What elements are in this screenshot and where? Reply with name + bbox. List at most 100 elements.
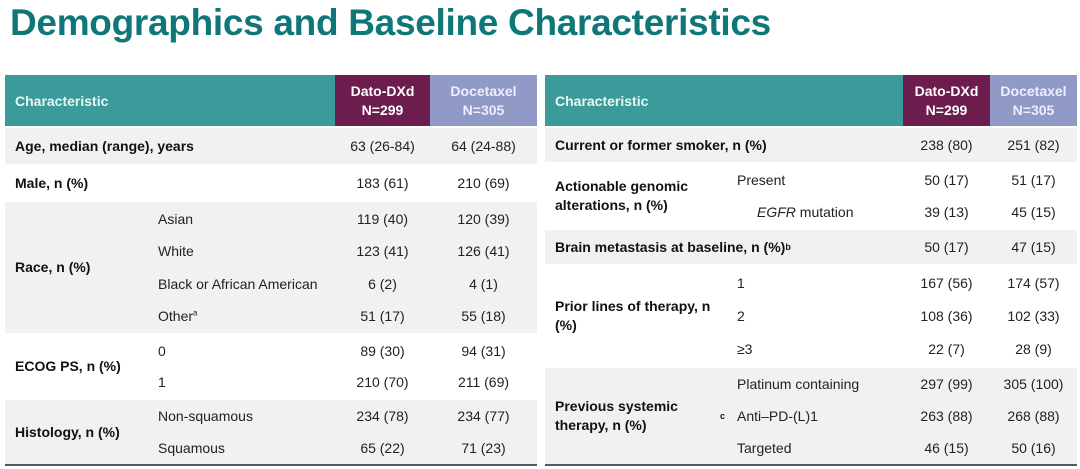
sublabel-text: Non-squamous (158, 408, 253, 424)
group-rows: 0 89 (30) 94 (31) 1 210 (70) 211 (69) (5, 335, 537, 398)
table-row: Targeted 46 (15) 50 (16) (545, 432, 1077, 464)
table-row: 238 (80) 251 (82) (545, 129, 1077, 161)
sublabel-text: Black or African American (158, 275, 318, 292)
sublabel-text: Platinum containing (737, 376, 860, 392)
row-sublabel: 1 (5, 374, 335, 390)
group-label: ECOG PS, n (%) (15, 335, 335, 398)
characteristic-group: Male, n (%) 183 (61) 210 (69) (5, 164, 537, 200)
group-label-text: Histology, n (%) (15, 423, 120, 440)
table-row: 50 (17) 47 (15) (545, 231, 1077, 263)
left-table: Characteristic Dato-DXd N=299 Docetaxel N=… (5, 75, 537, 466)
docetaxel-value: 28 (9) (1015, 341, 1052, 357)
table-header: Characteristic Dato-DXd N=299 Docetaxel N=… (5, 75, 537, 126)
table-bottom-rule (5, 464, 537, 466)
dato-dxd-value: 39 (13) (924, 204, 969, 220)
dato-dxd-value: 238 (80) (920, 137, 973, 153)
table-header: Characteristic Dato-DXd N=299 Docetaxel N=… (545, 75, 1077, 126)
group-label-text: Previous systemic therapy, n (%) (555, 398, 678, 433)
group-rows: 50 (17) 47 (15) (545, 230, 1077, 264)
row-sublabel: Squamous (5, 440, 335, 456)
characteristic-group: Previous systemic therapy, n (%) c Platinu… (545, 366, 1077, 464)
dato-dxd-value: 210 (70) (356, 374, 409, 391)
group-label: Male, n (%) (15, 166, 335, 200)
docetaxel-value: 211 (69) (457, 374, 510, 391)
sublabel-text: 2 (737, 308, 745, 324)
docetaxel-value: 51 (17) (1011, 172, 1056, 188)
group-rows: Present 50 (17) 51 (17) EGFR mutation 39 (13… (545, 164, 1077, 228)
table-row: Anti–PD-(L)1 263 (88) 268 (88) (545, 400, 1077, 432)
group-label-text: Current or former smoker, n (%) (555, 136, 767, 153)
sublabel-text: Squamous (158, 440, 225, 456)
group-label-text: Male, n (%) (15, 174, 89, 191)
dato-dxd-value: 50 (17) (924, 239, 969, 255)
row-sublabel: 1 (545, 275, 903, 291)
dato-n: N=299 (925, 101, 968, 118)
table-row: 63 (26-84) 64 (24-88) (5, 130, 537, 162)
dato-dxd-header: Dato-DXd N=299 (335, 75, 430, 126)
row-sublabel: Anti–PD-(L)1 (545, 408, 903, 424)
doce-name: Docetaxel (450, 82, 517, 99)
row-sublabel: Black or African American (5, 276, 335, 292)
docetaxel-value: 120 (39) (457, 210, 510, 227)
docetaxel-value: 174 (57) (1007, 275, 1060, 291)
dato-dxd-value: 108 (36) (920, 308, 973, 324)
docetaxel-value: 71 (23) (461, 440, 506, 456)
group-rows: Platinum containing 297 (99) 305 (100) Anti… (545, 368, 1077, 464)
characteristic-group: ECOG PS, n (%) 0 89 (30) 94 (31) 1 210 (70) 21… (5, 333, 537, 398)
group-rows: 1 167 (56) 174 (57) 2 108 (36) 102 (33) ≥3 22 (… (545, 266, 1077, 366)
table-body: Current or former smoker, n (%) 238 (80) 2… (545, 126, 1077, 464)
dato-name: Dato-DXd (914, 82, 979, 99)
dato-dxd-value: 50 (17) (924, 172, 969, 188)
group-label: Previous systemic therapy, n (%) c (555, 368, 725, 464)
dato-dxd-value: 89 (30) (360, 342, 405, 359)
table-row: 2 108 (36) 102 (33) (545, 300, 1077, 332)
table-row: Present 50 (17) 51 (17) (545, 164, 1077, 196)
group-rows: 63 (26-84) 64 (24-88) (5, 128, 537, 164)
table-body: Age, median (range), years 63 (26-84) 64 (… (5, 126, 537, 464)
table-row: Squamous 65 (22) 71 (23) (5, 432, 537, 464)
doce-n: N=305 (462, 101, 505, 118)
dato-dxd-value: 22 (7) (928, 341, 965, 357)
docetaxel-value: 305 (100) (1003, 376, 1064, 392)
right-table: Characteristic Dato-DXd N=299 Docetaxel N=… (545, 75, 1077, 466)
footnote-marker: b (785, 241, 791, 252)
dato-name: Dato-DXd (350, 82, 415, 99)
docetaxel-value: 47 (15) (1011, 239, 1056, 255)
page-title: Demographics and Baseline Characteristic… (10, 2, 771, 43)
sublabel-text: 1 (737, 275, 745, 291)
dato-dxd-value: 46 (15) (924, 440, 969, 456)
row-sublabel: 0 (5, 343, 335, 359)
dato-dxd-value: 51 (17) (360, 308, 405, 325)
sublabel-text: 1 (158, 374, 166, 391)
table-row: 0 89 (30) 94 (31) (5, 335, 537, 367)
row-sublabel: ≥3 (545, 341, 903, 357)
docetaxel-value: 234 (77) (457, 408, 510, 424)
group-rows: Asian 119 (40) 120 (39) White 123 (41) 126 (4… (5, 202, 537, 333)
dato-dxd-value: 297 (99) (920, 376, 973, 392)
table-row: Black or African American 6 (2) 4 (1) (5, 268, 537, 300)
docetaxel-value: 210 (69) (457, 175, 510, 191)
group-label: Prior lines of therapy, n (%) (555, 266, 725, 366)
sublabel-text: Other (158, 308, 194, 325)
sublabel-text: Asian (158, 210, 194, 227)
group-label: Current or former smoker, n (%) (555, 128, 895, 162)
table-row: White 123 (41) 126 (41) (5, 235, 537, 267)
table-row: ≥3 22 (7) 28 (9) (545, 333, 1077, 365)
table-row: Platinum containing 297 (99) 305 (100) (545, 368, 1077, 400)
group-label: Histology, n (%) (15, 400, 335, 464)
docetaxel-value: 251 (82) (1007, 137, 1060, 153)
doce-n: N=305 (1012, 101, 1055, 118)
characteristic-group: Histology, n (%) Non-squamous 234 (78) 234 … (5, 398, 537, 464)
docetaxel-value: 94 (31) (461, 342, 506, 359)
row-sublabel: White (5, 243, 335, 259)
table-bottom-rule (545, 464, 1077, 466)
table-row: Othera 51 (17) 55 (18) (5, 300, 537, 332)
characteristic-header: Characteristic (15, 92, 109, 109)
sublabel-text: White (158, 243, 194, 260)
docetaxel-value: 126 (41) (457, 243, 510, 260)
sublabel-text: Targeted (737, 440, 792, 456)
table-row: Non-squamous 234 (78) 234 (77) (5, 400, 537, 432)
group-rows: 183 (61) 210 (69) (5, 166, 537, 200)
characteristic-header: Characteristic (555, 92, 649, 109)
docetaxel-value: 102 (33) (1007, 308, 1060, 324)
